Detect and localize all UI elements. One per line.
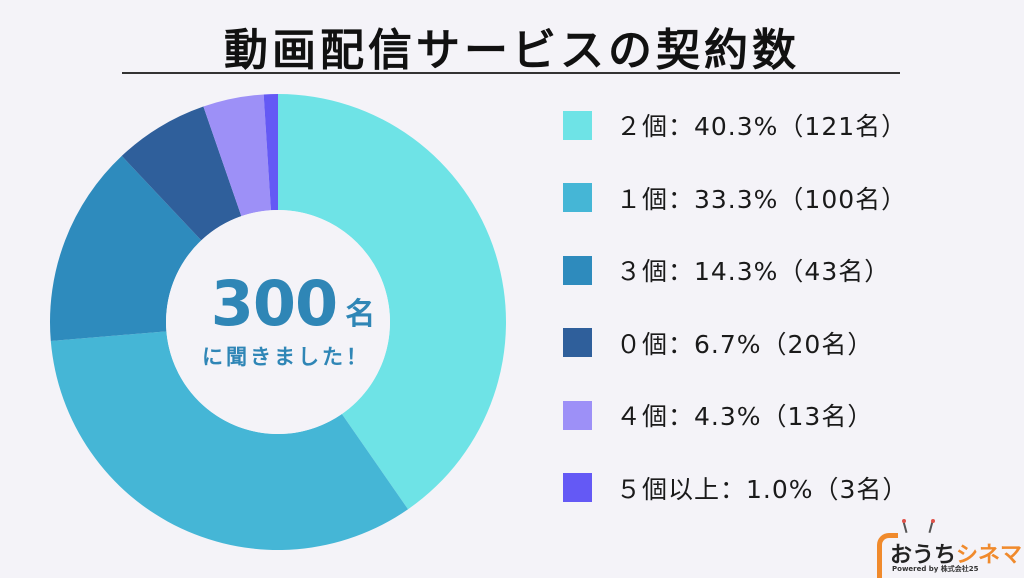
legend-item: ４個：4.3%（13名） [563, 400, 908, 431]
legend-swatch [563, 183, 592, 212]
total-subtitle: に聞きました！ [202, 345, 370, 369]
total-unit: 名 [345, 297, 376, 332]
legend-swatch [563, 110, 592, 140]
legend-item: ０個：6.7%（20名） [563, 328, 908, 359]
brand-logo: おうちシネマ Powered by 株式会社25 [874, 519, 1024, 578]
legend-item: ２個：40.3%（121名） [563, 110, 908, 141]
donut-slice [50, 331, 409, 550]
donut-chart [48, 92, 508, 552]
tv-frame-icon [877, 533, 898, 578]
donut-slice [121, 106, 242, 241]
legend-label: ２個：40.3%（121名） [616, 112, 908, 141]
legend-label: ０個：6.7%（20名） [616, 329, 874, 359]
legend-item: １個：33.3%（100名） [563, 183, 908, 214]
antenna-dot-icon [931, 519, 935, 523]
chart-title: 動画配信サービスの契約数 [224, 25, 800, 76]
legend-label: ５個以上：1.0%（3名） [616, 474, 909, 504]
powered-by: Powered by 株式会社25 [892, 565, 979, 573]
title-divider [122, 72, 900, 74]
legend-swatch [563, 255, 592, 285]
legend-label: ４個：4.3%（13名） [616, 402, 874, 431]
donut-slice [263, 94, 278, 211]
donut-slice [278, 94, 507, 510]
legend: ２個：40.3%（121名） １個：33.3%（100名） ３個：14.3%（4… [563, 110, 908, 545]
legend-item: ５個以上：1.0%（3名） [563, 473, 909, 504]
legend-label: １個：33.3%（100名） [616, 184, 908, 214]
legend-swatch [563, 473, 592, 502]
donut-svg [50, 94, 507, 550]
donut-slice [50, 155, 202, 341]
legend-label: ３個：14.3%（43名） [616, 257, 891, 286]
donut-center-label: 300 名 に聞きました！ [48, 92, 508, 552]
legend-swatch [563, 400, 592, 430]
antenna-dot-icon [902, 519, 906, 523]
legend-item: ３個：14.3%（43名） [563, 255, 908, 286]
legend-swatch [563, 328, 592, 357]
brand-name: おうちシネマ [890, 543, 1023, 568]
total-number: 300 [210, 267, 338, 340]
donut-slice [203, 94, 271, 217]
donut-hole [166, 210, 390, 434]
